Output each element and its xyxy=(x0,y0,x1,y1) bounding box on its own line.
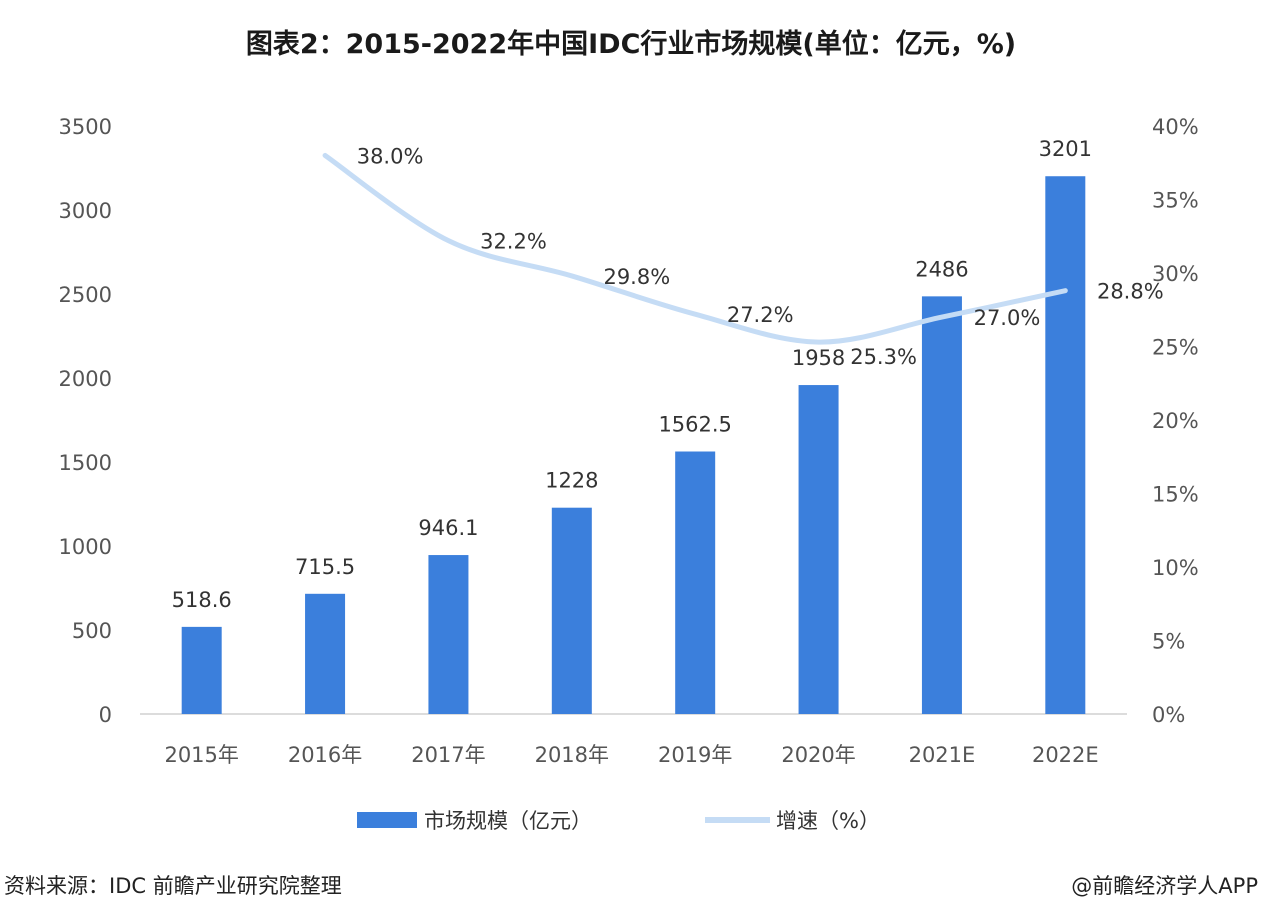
right-axis-tick: 25% xyxy=(1152,336,1199,360)
left-axis-tick: 0 xyxy=(99,703,112,727)
line-data-label: 38.0% xyxy=(357,144,424,168)
right-axis-tick: 5% xyxy=(1152,630,1185,654)
bar-data-label: 2486 xyxy=(915,257,968,281)
line-data-label: 25.3% xyxy=(850,345,917,369)
bar-data-label: 715.5 xyxy=(295,555,355,579)
line-data-label: 29.8% xyxy=(603,265,670,289)
x-axis-tick: 2021E xyxy=(909,743,976,767)
bar xyxy=(1045,176,1086,714)
right-axis-tick: 35% xyxy=(1152,189,1199,213)
bar xyxy=(551,507,592,714)
right-axis-tick: 40% xyxy=(1152,115,1199,139)
right-axis-tick: 15% xyxy=(1152,483,1199,507)
bar xyxy=(305,593,346,714)
bar-data-label: 1562.5 xyxy=(658,413,731,437)
right-axis-tick: 30% xyxy=(1152,262,1199,286)
x-axis-tick: 2019年 xyxy=(658,743,732,767)
left-axis-tick: 1500 xyxy=(59,451,112,475)
legend-bar-label: 市场规模（亿元） xyxy=(424,809,592,833)
bar-data-label: 1958 xyxy=(792,346,845,370)
legend-bar-swatch xyxy=(357,812,417,828)
x-axis-tick: 2017年 xyxy=(411,743,485,767)
left-axis-tick: 500 xyxy=(72,619,112,643)
bar xyxy=(675,451,716,714)
line-data-label: 32.2% xyxy=(480,230,547,254)
left-axis-tick: 2000 xyxy=(59,367,112,391)
bar xyxy=(798,385,839,714)
left-axis-tick: 2500 xyxy=(59,283,112,307)
left-axis-tick: 3000 xyxy=(59,199,112,223)
left-axis-tick: 3500 xyxy=(59,115,112,139)
bar-data-label: 3201 xyxy=(1039,137,1092,161)
credit-note: @前瞻经济学人APP xyxy=(1071,874,1258,898)
x-axis-tick: 2020年 xyxy=(781,743,855,767)
line-data-label: 27.2% xyxy=(727,303,794,327)
right-axis-tick: 20% xyxy=(1152,409,1199,433)
right-axis-tick: 10% xyxy=(1152,556,1199,580)
left-axis-tick: 1000 xyxy=(59,535,112,559)
chart-title: 图表2：2015-2022年中国IDC行业市场规模(单位：亿元，%) xyxy=(245,29,1017,60)
right-axis-tick: 0% xyxy=(1152,703,1185,727)
x-axis-tick: 2016年 xyxy=(288,743,362,767)
bar-data-label: 946.1 xyxy=(418,516,478,540)
legend-line-label: 增速（%） xyxy=(776,809,880,833)
bar xyxy=(181,626,222,714)
bar-data-label: 518.6 xyxy=(172,588,232,612)
bar xyxy=(921,296,962,714)
x-axis-tick: 2022E xyxy=(1032,743,1099,767)
x-axis-tick: 2018年 xyxy=(535,743,609,767)
bar xyxy=(428,555,469,714)
line-data-label: 28.8% xyxy=(1097,280,1164,304)
x-axis-tick: 2015年 xyxy=(164,743,238,767)
source-note: 资料来源：IDC 前瞻产业研究院整理 xyxy=(4,874,342,898)
line-data-label: 27.0% xyxy=(974,306,1041,330)
bar-data-label: 1228 xyxy=(545,469,598,493)
growth-line xyxy=(322,152,1068,345)
